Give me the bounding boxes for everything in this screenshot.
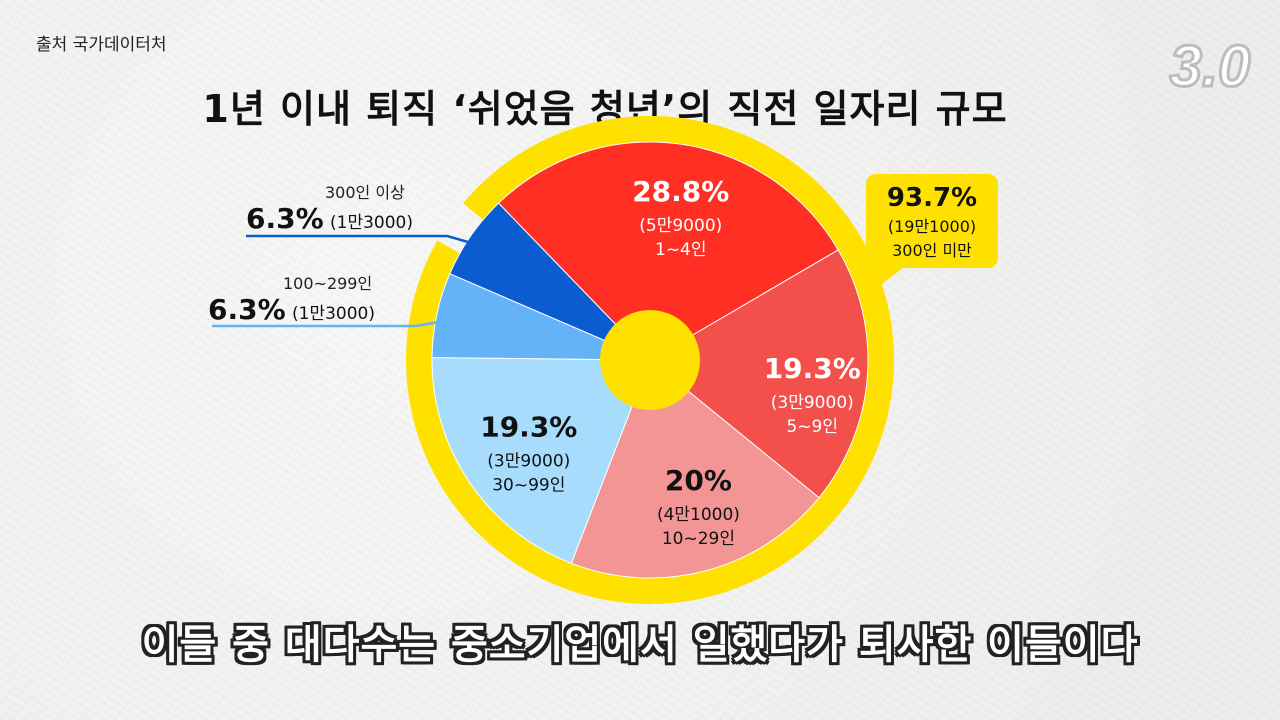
pie-slice <box>497 141 839 361</box>
slice-count-label: (3만9000) <box>487 451 570 471</box>
slice-category-label: 1~4인 <box>655 240 707 260</box>
slice-count-label: (5만9000) <box>639 216 722 236</box>
pie-slice <box>431 357 651 564</box>
leader-line <box>212 317 457 328</box>
slice-count-label: (4만1000) <box>657 505 740 525</box>
external-count-label: (1만3000) <box>330 213 413 233</box>
slice-category-label: 5~9인 <box>787 417 839 437</box>
external-percent-label: 6.3% <box>246 202 324 235</box>
pie-slice <box>449 202 651 361</box>
channel-logo-text: 3.0 <box>1170 34 1251 99</box>
slice-percent-label: 19.3% <box>480 410 577 443</box>
slice-percent-label: 28.8% <box>632 175 729 208</box>
pie-slice <box>570 359 820 579</box>
slice-count-label: (3만9000) <box>771 393 854 413</box>
channel-logo: 3.0 <box>1168 33 1252 101</box>
slice-percent-label: 19.3% <box>764 352 861 385</box>
pie-slice <box>649 249 869 499</box>
caption-subtitle: 이들 중 대다수는 중소기업에서 일했다가 퇴사한 이들이다 <box>141 622 1139 668</box>
external-percent-label: 6.3% <box>208 293 286 326</box>
source-label: 출처 국가데이터처 <box>36 35 167 55</box>
callout-percent: 93.7% <box>887 183 977 213</box>
external-count-label: (1만3000) <box>292 304 375 324</box>
external-category-label: 300인 이상 <box>325 183 405 202</box>
leader-line <box>246 234 488 249</box>
callout-category: 300인 미만 <box>892 241 972 260</box>
pie-center <box>600 310 700 410</box>
callout-count: (19만1000) <box>888 217 976 236</box>
slice-category-label: 10~29인 <box>662 529 735 549</box>
slice-percent-label: 20% <box>665 464 732 497</box>
callout-box <box>866 174 998 268</box>
external-category-label: 100~299인 <box>283 274 372 293</box>
slice-category-label: 30~99인 <box>492 475 565 495</box>
